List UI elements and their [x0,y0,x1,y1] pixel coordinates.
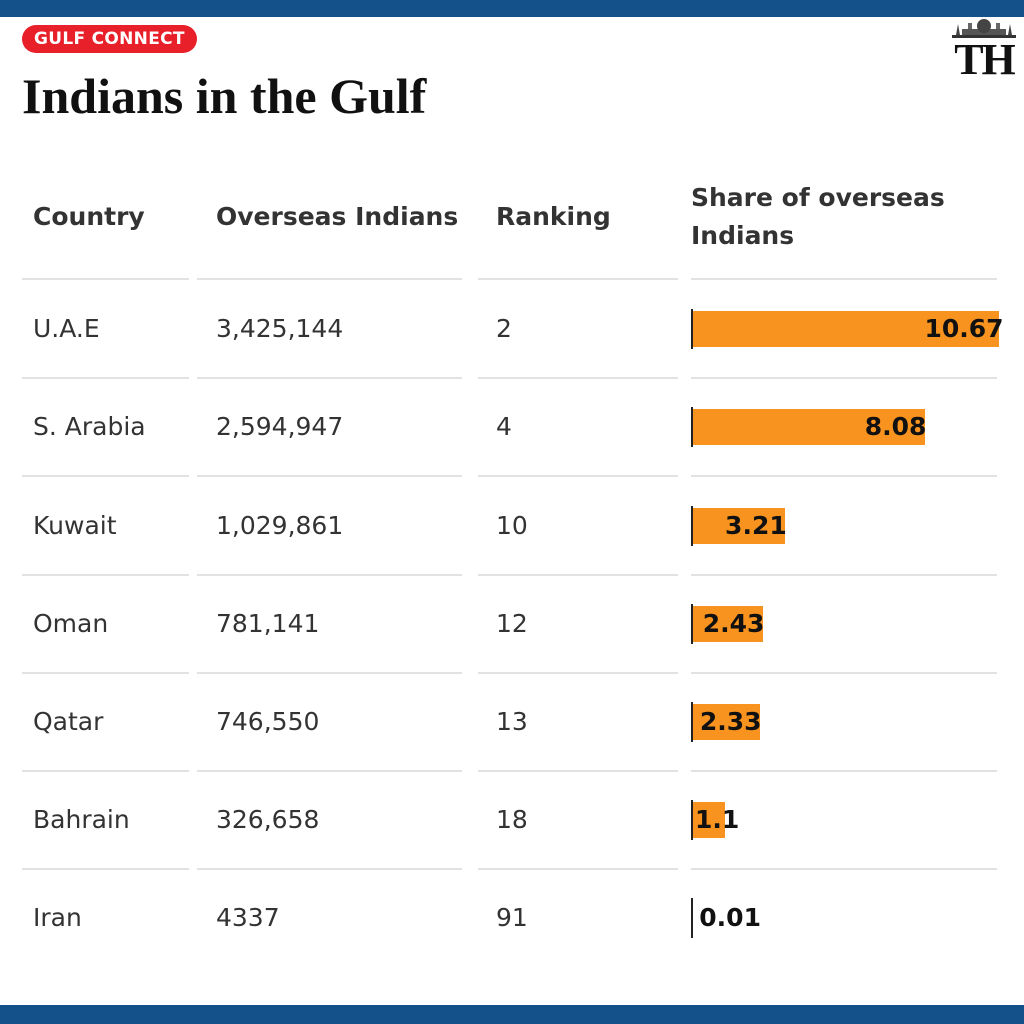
share-value-label: 1.1 [695,805,740,835]
bar-axis-line [691,603,693,644]
row-rule [478,475,678,478]
row-rule [22,377,189,380]
bar-axis-line [691,800,693,841]
bar-axis-line [691,898,693,939]
overseas-cell: 326,658 [216,805,320,835]
row-rule [691,475,997,478]
country-cell: Oman [33,608,109,638]
row-rule [691,671,997,674]
share-bar [693,311,999,348]
country-cell: Qatar [33,706,104,736]
ranking-cell: 91 [496,903,528,933]
row-rule [197,671,462,674]
ranking-cell: 2 [496,314,512,344]
country-cell: U.A.E [33,314,100,344]
table-rule [478,278,678,280]
bar-axis-line [691,701,693,742]
top-bar [0,0,1024,17]
ranking-cell: 12 [496,608,528,638]
row-rule [691,573,997,576]
overseas-cell: 781,141 [216,608,320,638]
row-rule [478,573,678,576]
country-cell: Kuwait [33,510,117,540]
row-rule [22,573,189,576]
share-bar [693,703,760,740]
share-bar [693,605,763,642]
row-rule [22,475,189,478]
ranking-cell: 13 [496,706,528,736]
page-title: Indians in the Gulf [22,68,427,124]
table-rule [691,278,997,280]
header-ranking: Ranking [496,202,611,231]
row-rule [691,770,997,772]
header-share: Share of overseas Indians [691,183,945,250]
header-country: Country [33,202,145,231]
row-rule [691,377,997,380]
share-value-label: 10.67 [924,314,1004,344]
overseas-cell: 1,029,861 [216,510,344,540]
overseas-cell: 4337 [216,903,280,933]
header-overseas-indians: Overseas Indians [216,202,459,231]
country-cell: S. Arabia [33,412,146,442]
share-value-label: 8.08 [864,412,927,442]
row-rule [197,868,462,871]
table-rule [22,278,189,280]
row-rule [478,671,678,674]
row-rule [22,770,189,772]
share-value-label: 2.33 [699,706,762,736]
share-value-label: 3.21 [725,510,787,540]
ranking-cell: 18 [496,805,528,835]
bottom-bar [0,1005,1024,1024]
newspaper-emblem-icon [952,19,1016,38]
bar-axis-line [691,505,693,546]
row-rule [197,475,462,478]
ranking-cell: 10 [496,510,528,540]
row-rule [197,770,462,772]
logo-text: TH [954,35,1016,84]
share-value-label: 2.43 [702,608,765,638]
row-rule [22,868,189,871]
row-rule [197,377,462,380]
overseas-cell: 746,550 [216,706,320,736]
share-bar [693,409,925,446]
share-bar [693,802,725,839]
category-tag: GULF CONNECT [22,25,197,53]
share-bar [693,507,786,544]
table-rule [197,278,462,280]
share-value-label: 0.01 [699,903,761,933]
row-rule [691,868,997,871]
row-rule [478,868,678,871]
bar-axis-line [691,309,693,350]
overseas-cell: 3,425,144 [216,314,344,344]
overseas-cell: 2,594,947 [216,412,344,442]
row-rule [22,671,189,674]
ranking-cell: 4 [496,412,512,442]
country-cell: Bahrain [33,805,130,835]
row-rule [197,573,462,576]
bar-axis-line [691,407,693,448]
row-rule [478,377,678,380]
publication-logo: TH [948,18,1020,82]
row-rule [478,770,678,772]
country-cell: Iran [33,903,82,933]
